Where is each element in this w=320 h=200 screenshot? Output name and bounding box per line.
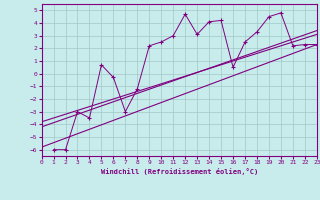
X-axis label: Windchill (Refroidissement éolien,°C): Windchill (Refroidissement éolien,°C) [100, 168, 258, 175]
